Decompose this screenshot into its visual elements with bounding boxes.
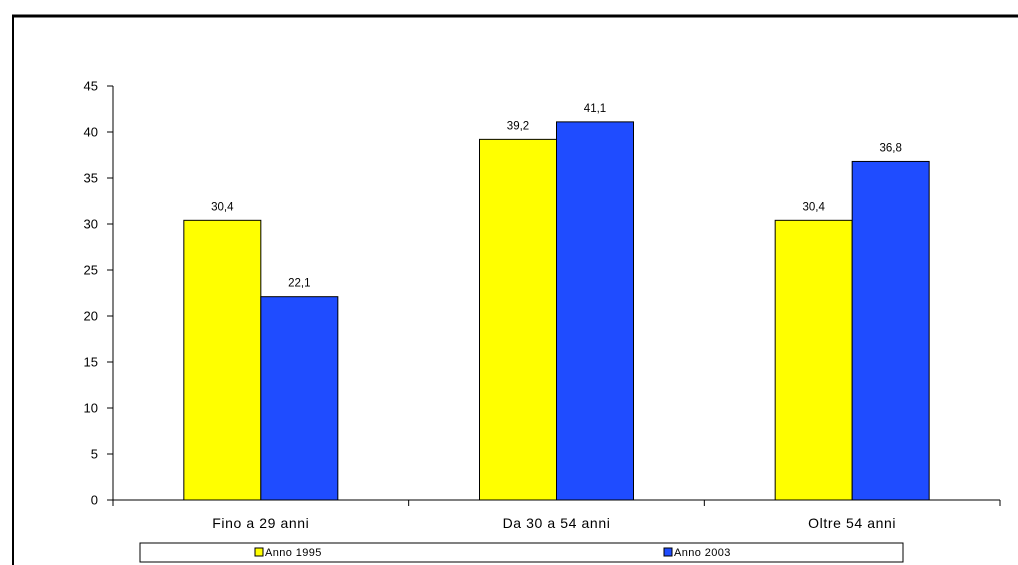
bar-value-label: 36,8	[879, 142, 901, 154]
bar-value-label: 22,1	[288, 278, 310, 290]
bar-series-2	[260, 296, 339, 501]
legend-box	[139, 542, 904, 563]
legend-label: Anno 1995	[265, 547, 322, 559]
y-tick-label: 30	[84, 217, 98, 232]
y-tick-label: 45	[84, 79, 98, 94]
legend-swatch	[663, 547, 673, 557]
y-tick-label: 5	[91, 447, 98, 462]
bar-value-label: 41,1	[584, 103, 606, 115]
x-category-label: Fino a 29 anni	[212, 515, 309, 531]
y-axis: 0 5 10 15 20 25 30 35 40 45	[84, 79, 114, 508]
bar-value-label: 30,4	[802, 201, 825, 213]
y-tick-label: 0	[91, 493, 98, 508]
bar-value-label: 30,4	[211, 201, 234, 213]
x-axis: Fino a 29 anni Da 30 a 54 anni Oltre 54 an…	[112, 499, 1001, 531]
data-labels: 30,4 22,1 39,2 41,1 30,4 36,8	[211, 103, 902, 290]
bar-series-1	[183, 219, 262, 501]
y-tick-label: 40	[84, 125, 98, 140]
bar-series-1	[479, 138, 557, 501]
y-tick-label: 15	[84, 355, 98, 370]
bar-series-2	[851, 160, 930, 501]
bar-series-1	[774, 219, 853, 501]
x-category-label: Da 30 a 54 anni	[503, 515, 611, 531]
y-tick-label: 25	[84, 263, 98, 278]
legend-label: Anno 2003	[674, 547, 731, 559]
bar-series-2	[556, 121, 634, 501]
y-tick-label: 35	[84, 171, 98, 186]
y-tick-label: 10	[84, 401, 98, 416]
bars	[183, 121, 930, 501]
y-tick-label: 20	[84, 309, 98, 324]
bar-value-label: 39,2	[507, 120, 529, 132]
legend: Anno 1995 Anno 2003	[139, 542, 904, 563]
x-category-label: Oltre 54 anni	[808, 515, 896, 531]
legend-swatch	[254, 547, 264, 557]
